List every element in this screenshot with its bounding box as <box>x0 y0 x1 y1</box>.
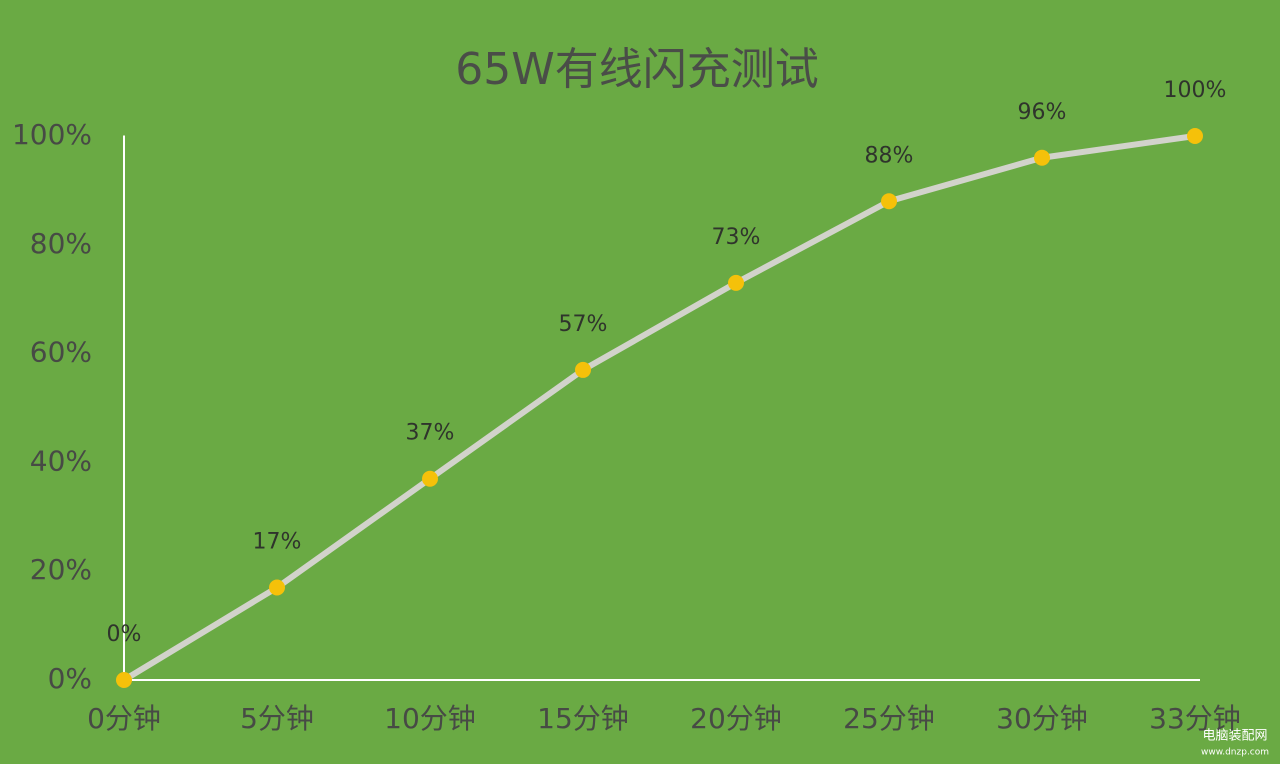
data-label: 100% <box>1164 78 1227 103</box>
data-label: 17% <box>253 530 302 555</box>
data-label: 37% <box>406 421 455 446</box>
y-tick-label: 100% <box>12 118 92 151</box>
watermark-url: www.dnzp.com <box>1201 748 1269 758</box>
y-tick-label: 20% <box>30 553 92 586</box>
x-tick-label: 20分钟 <box>690 702 782 735</box>
line <box>121 133 1198 683</box>
data-label: 73% <box>712 225 761 250</box>
y-tick-label: 80% <box>30 227 92 260</box>
y-tick-label: 40% <box>30 444 92 477</box>
x-tick-label: 15分钟 <box>537 702 629 735</box>
x-tick-label: 10分钟 <box>384 702 476 735</box>
data-label: 0% <box>107 622 142 647</box>
data-label: 57% <box>559 312 608 337</box>
marker <box>1034 149 1050 166</box>
x-tick-label: 5分钟 <box>240 702 314 735</box>
y-tick-label: 60% <box>30 336 92 369</box>
chart-title: 65W有线闪充测试 <box>455 44 819 95</box>
marker <box>1187 128 1203 144</box>
data-label: 88% <box>865 143 914 168</box>
watermark-name: 电脑装配网 <box>1202 729 1267 744</box>
data-label: 96% <box>1018 100 1067 125</box>
x-tick-label: 0分钟 <box>87 702 161 735</box>
marker <box>728 274 744 291</box>
marker <box>881 193 897 210</box>
x-tick-label: 30分钟 <box>996 702 1088 735</box>
marker <box>116 672 132 688</box>
marker <box>575 361 591 378</box>
marker <box>422 470 438 487</box>
x-tick-label: 33分钟 <box>1149 702 1241 735</box>
y-tick-label: 0% <box>48 662 92 695</box>
x-tick-label: 25分钟 <box>843 702 935 735</box>
marker <box>269 579 285 596</box>
